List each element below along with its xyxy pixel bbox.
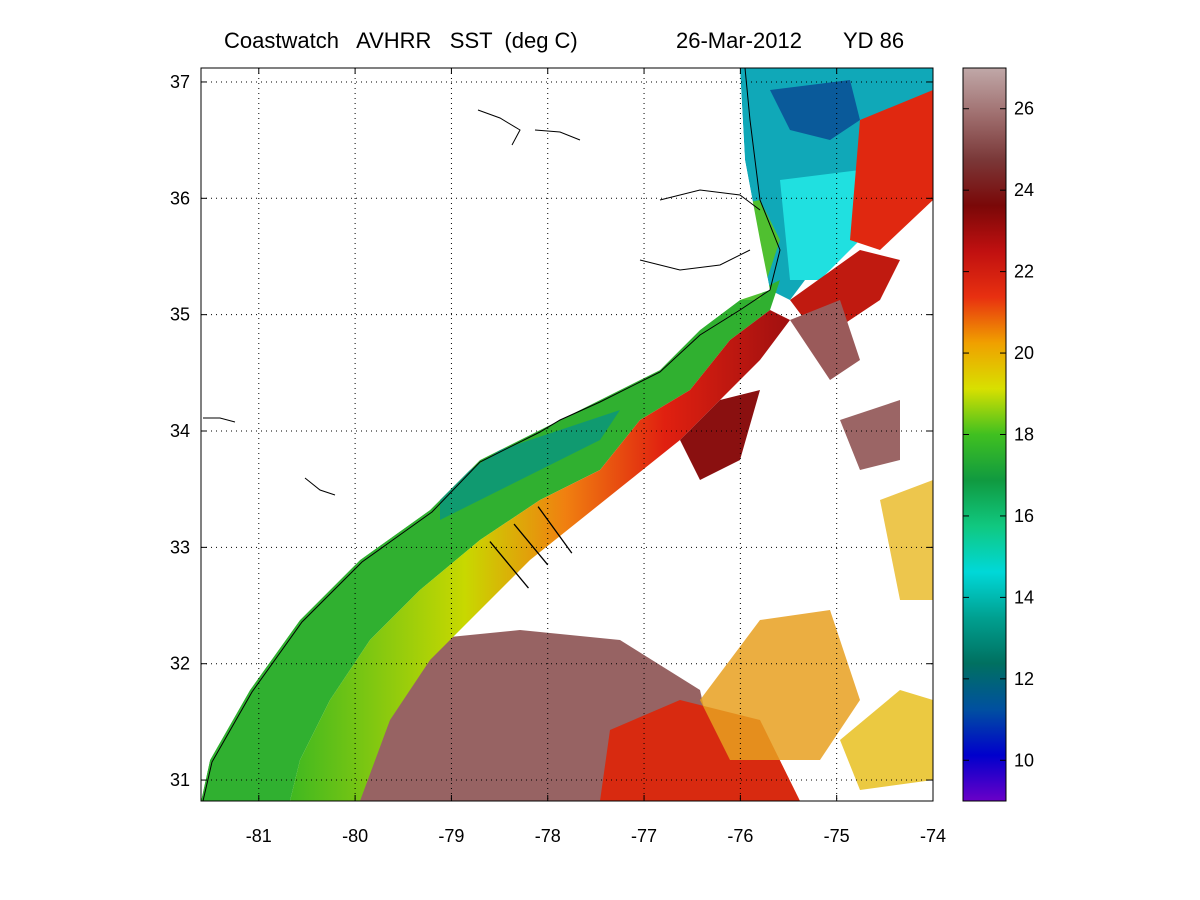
lake-outline [477,109,521,146]
colorbar-scale [963,68,1006,801]
colorbar-tick-label: 10 [1014,750,1034,770]
lat-tick-label: 35 [170,305,190,325]
lat-tick-label: 32 [170,654,190,674]
shelf-water-green [201,280,780,801]
sst-field [201,68,933,801]
colorbar: 10 12 14 16 18 20 22 24 26 [962,67,1034,802]
transect-line [513,523,549,566]
warm-patch-east [700,610,860,760]
lon-tick-label: -76 [727,826,753,846]
colorbar-tick-label: 26 [1014,99,1034,119]
colorbar-tick-label: 14 [1014,587,1034,607]
colorbar-tick-label: 16 [1014,506,1034,526]
title-product: Coastwatch AVHRR SST (deg C) [224,28,578,53]
warm-brown-cape [790,300,860,380]
albemarle-sound-outline [659,189,761,211]
transect-lines [489,506,573,589]
coastline [202,68,781,801]
lon-tick-label: -77 [631,826,657,846]
transect-line [489,541,529,589]
lat-tick-label: 33 [170,537,190,557]
inland-lake-outline [203,417,236,423]
pamlico-sound-outline [639,249,751,271]
lon-tick-label: -78 [535,826,561,846]
title-yearday: YD 86 [843,28,905,53]
warm-filament [680,390,760,480]
colorbar-tick-label: 18 [1014,425,1034,445]
land-mask [201,68,770,801]
axis-ticks: -81 -80 -79 -78 -77 -76 -75 -74 31 32 33 34 35 36 37 [170,68,946,846]
lon-tick-label: -81 [246,826,272,846]
lon-tick-label: -74 [920,826,946,846]
lake-marion-outline [304,477,336,496]
lon-tick-label: -80 [342,826,368,846]
warm-patch-far-east [840,690,933,790]
lat-tick-label: 36 [170,188,190,208]
lat-tick-label: 31 [170,770,190,790]
colorbar-tick-label: 22 [1014,262,1034,282]
map-panel: -81 -80 -79 -78 -77 -76 -75 -74 31 32 33 34 35 36 37 [170,67,946,846]
plot-frame [200,67,934,802]
colorbar-ticks: 10 12 14 16 18 20 22 24 26 [963,99,1034,770]
warm-patch-brown-east [840,400,900,470]
cyan-patch [780,170,870,280]
lake-outline-2 [534,129,581,141]
colorbar-tick-label: 20 [1014,343,1034,363]
lat-tick-label: 34 [170,421,190,441]
gulf-stream-north [850,90,933,250]
title-date: 26-Mar-2012 [676,28,802,53]
inner-shelf-teal [440,410,620,520]
gulf-stream-front [290,310,790,801]
colorbar-tick-label: 12 [1014,669,1034,689]
colorbar-tick-label: 24 [1014,180,1034,200]
lon-tick-label: -79 [438,826,464,846]
warm-patch-east-mid [880,480,933,600]
lon-tick-label: -75 [824,826,850,846]
coldest-patch [770,80,860,140]
lat-tick-label: 37 [170,72,190,92]
transect-line [537,506,573,554]
figure-title: Coastwatch AVHRR SST (deg C) 26-Mar-2012… [0,28,1200,58]
